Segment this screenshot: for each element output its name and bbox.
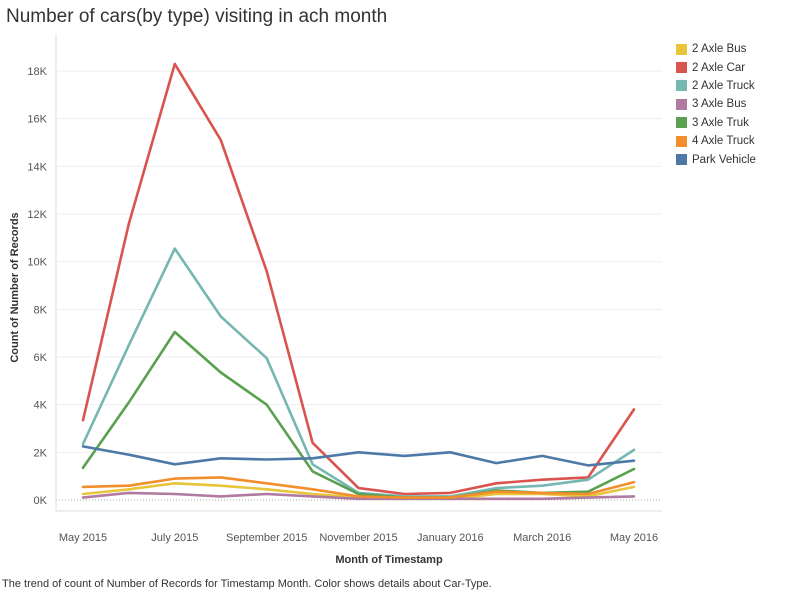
y-tick-label: 18K xyxy=(27,66,47,78)
x-tick-label: September 2015 xyxy=(226,532,307,544)
chart-title: Number of cars(by type) visiting in ach … xyxy=(6,6,388,27)
legend-label: 3 Axle Truk xyxy=(692,116,749,129)
series-line-2-axle-car xyxy=(81,62,636,496)
legend-item[interactable]: 3 Axle Bus xyxy=(676,95,756,113)
legend-swatch xyxy=(676,154,687,166)
x-tick-label: May 2016 xyxy=(610,532,658,544)
legend-swatch xyxy=(676,135,687,147)
legend-item[interactable]: 2 Axle Truck xyxy=(676,77,756,95)
legend-item[interactable]: Park Vehicle xyxy=(676,150,756,168)
series-line-park-vehicle xyxy=(81,445,636,467)
y-axis-title: Count of Number of Records xyxy=(9,212,21,362)
x-tick-label: July 2015 xyxy=(151,532,198,544)
y-tick-label: 14K xyxy=(27,161,47,173)
x-tick-label: May 2015 xyxy=(59,532,107,544)
y-tick-label: 4K xyxy=(34,400,48,412)
x-tick-label: March 2016 xyxy=(513,532,571,544)
legend-label: 2 Axle Car xyxy=(692,61,746,74)
legend-label: 3 Axle Bus xyxy=(692,98,747,111)
x-tick-label: January 2016 xyxy=(417,532,484,544)
series-line-2-axle-truck xyxy=(81,247,636,498)
chart-caption: The trend of count of Number of Records … xyxy=(2,578,492,590)
y-tick-label: 6K xyxy=(34,352,48,364)
y-tick-label: 0K xyxy=(34,495,48,507)
legend-swatch xyxy=(676,117,687,129)
legend-swatch xyxy=(676,43,687,55)
x-tick-label: November 2015 xyxy=(319,532,397,544)
y-tick-label: 10K xyxy=(27,257,47,269)
legend-label: 2 Axle Truck xyxy=(692,79,755,92)
legend-item[interactable]: 3 Axle Truk xyxy=(676,114,756,132)
y-tick-label: 12K xyxy=(27,209,47,221)
legend-swatch xyxy=(676,80,687,92)
y-tick-label: 16K xyxy=(27,114,47,126)
series-line-3-axle-bus xyxy=(81,491,636,501)
legend-label: 4 Axle Truck xyxy=(692,135,755,148)
legend-item[interactable]: 4 Axle Truck xyxy=(676,132,756,150)
legend-label: Park Vehicle xyxy=(692,153,756,166)
legend-swatch xyxy=(676,98,687,110)
x-axis-title: Month of Timestamp xyxy=(335,554,443,566)
y-tick-label: 8K xyxy=(34,304,48,316)
legend-item[interactable]: 2 Axle Bus xyxy=(676,40,756,58)
legend-label: 2 Axle Bus xyxy=(692,43,747,56)
legend: 2 Axle Bus 2 Axle Car 2 Axle Truck 3 Axle B… xyxy=(676,40,756,169)
legend-swatch xyxy=(676,62,687,74)
legend-item[interactable]: 2 Axle Car xyxy=(676,58,756,76)
y-tick-label: 2K xyxy=(34,447,48,459)
series-line-4-axle-truck xyxy=(81,476,636,499)
